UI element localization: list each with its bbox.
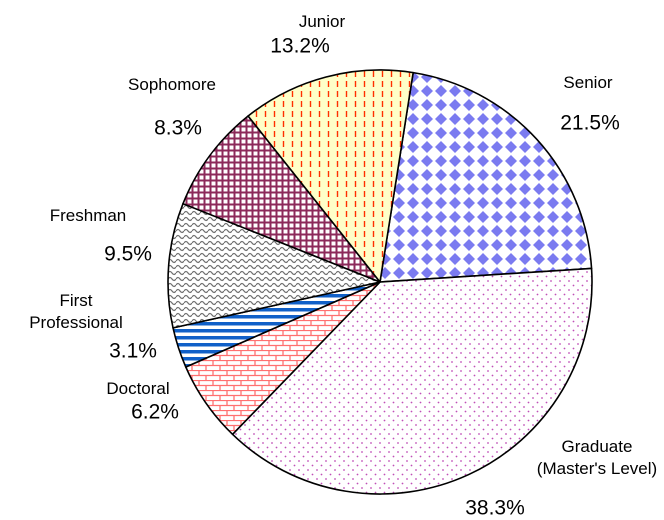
value-label: 8.3% <box>154 116 202 140</box>
slice-label: Graduate (Master's Level) <box>536 436 658 478</box>
slice-label: Senior <box>563 72 613 92</box>
slice-label: Freshman <box>49 205 127 225</box>
value-label: 9.5% <box>104 242 152 266</box>
pie-slice <box>379 71 593 283</box>
value-label: 6.2% <box>131 400 179 424</box>
slice-label: Junior <box>298 11 346 31</box>
value-label: 38.3% <box>465 496 525 520</box>
pie-slice <box>247 69 414 283</box>
value-label: 3.1% <box>109 339 157 363</box>
slice-label: First Professional <box>29 290 123 332</box>
pie-slice <box>167 202 381 329</box>
value-label: 13.2% <box>270 34 330 58</box>
slice-label: Sophomore <box>128 74 216 94</box>
pie-slice <box>231 267 593 495</box>
value-label: 21.5% <box>560 111 620 135</box>
slice-label: Doctoral <box>106 378 170 398</box>
pie-slice <box>182 115 381 283</box>
